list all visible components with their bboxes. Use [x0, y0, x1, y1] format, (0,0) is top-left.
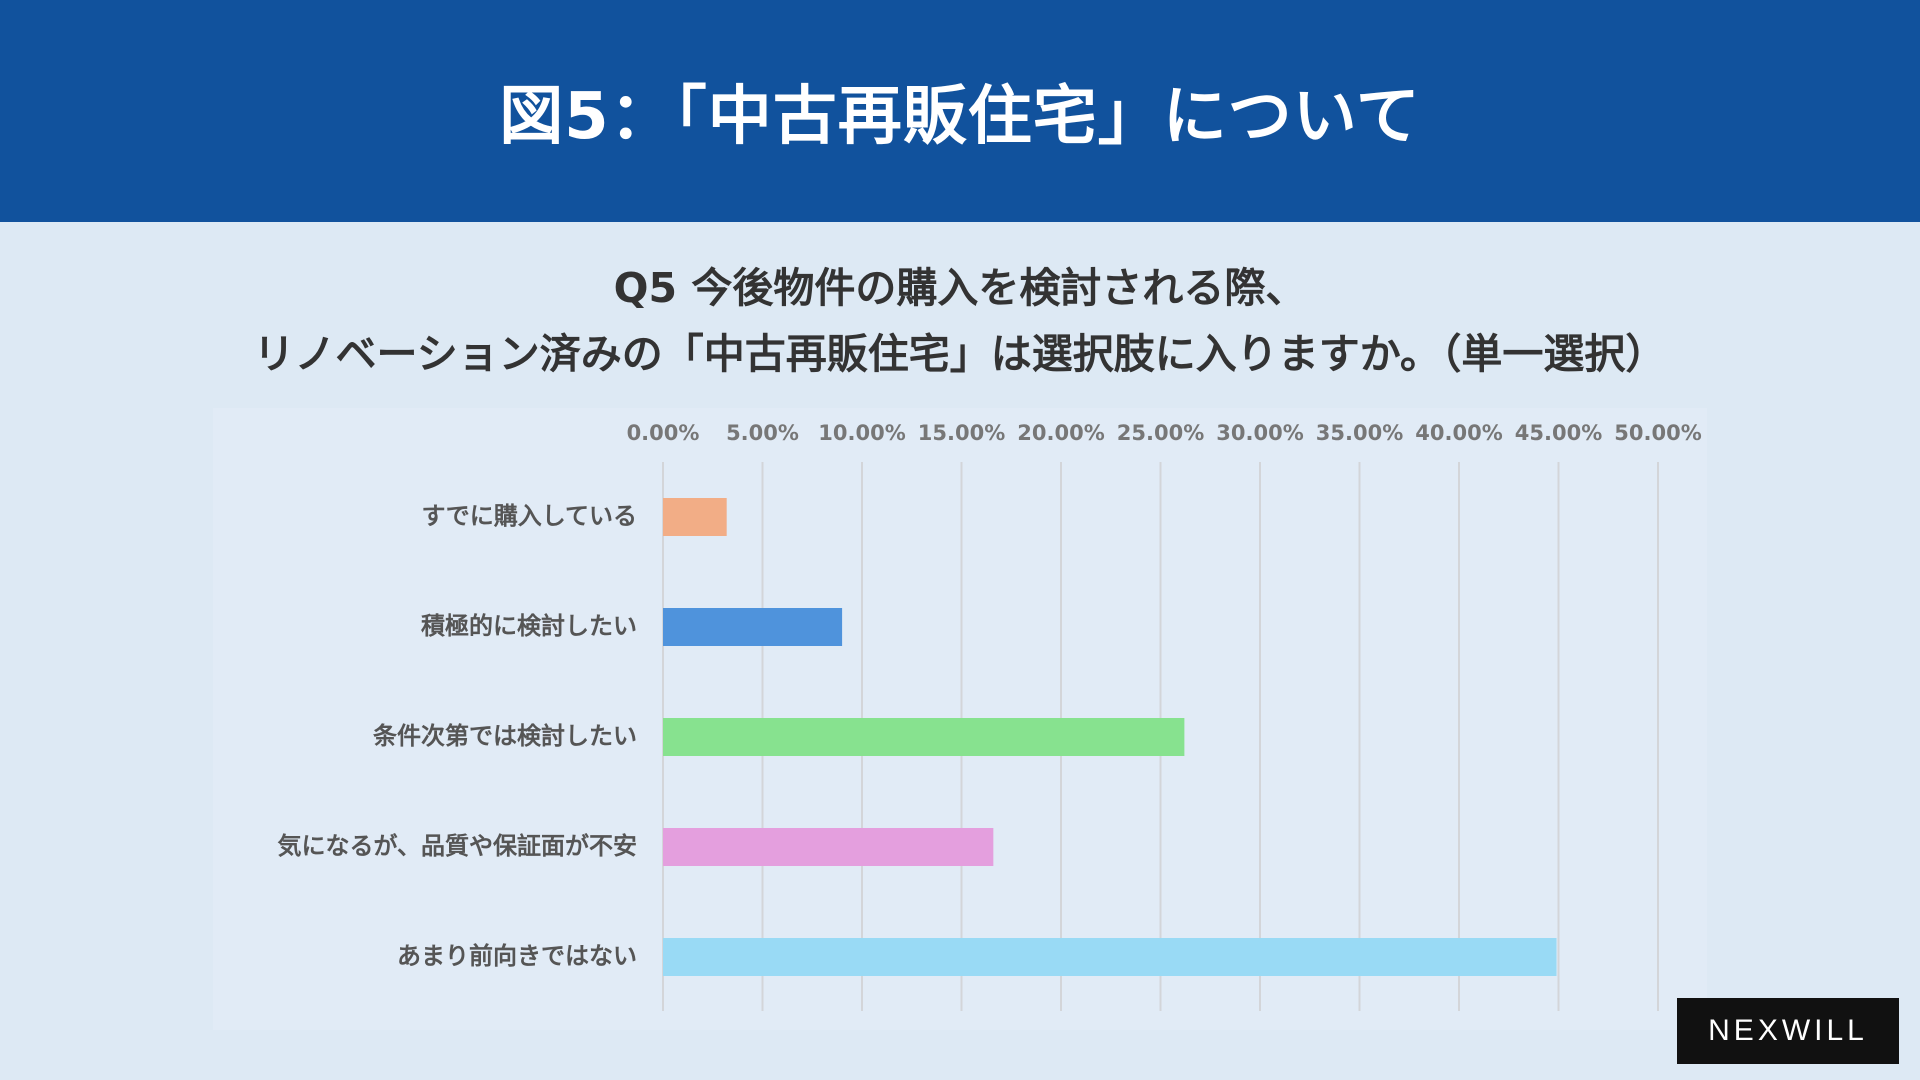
category-label: 積極的に検討したい: [421, 612, 637, 640]
category-label: 条件次第では検討したい: [373, 722, 637, 750]
x-tick-label: 5.00%: [726, 421, 799, 445]
page-title: 図5：「中古再販住宅」について: [499, 80, 1421, 154]
x-tick-label: 45.00%: [1515, 421, 1602, 445]
x-tick-label: 30.00%: [1216, 421, 1303, 445]
question-line-2: リノベーション済みの「中古再販住宅」は選択肢に入りますか。（単一選択）: [253, 330, 1667, 378]
bar: [663, 608, 843, 646]
bar: [663, 828, 994, 866]
bar: [663, 498, 727, 536]
chart-area: 0.00% 5.00% 10.00% 15.00% 20.00% 25.00% 30.00%…: [213, 408, 1707, 1030]
category-label: 気になるが、品質や保証面が不安: [277, 832, 637, 860]
x-tick-label: 25.00%: [1117, 421, 1204, 445]
bar: [663, 938, 1557, 976]
category-label: あまり前向きではない: [397, 942, 637, 970]
x-tick-label: 10.00%: [818, 421, 905, 445]
bar: [663, 718, 1185, 756]
brand-text: NEXWILL: [1708, 1014, 1868, 1047]
x-tick-label: 35.00%: [1316, 421, 1403, 445]
header-banner: 図5：「中古再販住宅」について: [0, 0, 1920, 222]
x-tick-label: 0.00%: [627, 421, 700, 445]
bar-chart: 0.00% 5.00% 10.00% 15.00% 20.00% 25.00% 30.00%…: [277, 421, 1702, 1011]
question-text: Q5 今後物件の購入を検討される際、 リノベーション済みの「中古再販住宅」は選択…: [0, 255, 1920, 387]
x-tick-label: 40.00%: [1415, 421, 1502, 445]
category-label: すでに購入している: [421, 502, 637, 530]
question-line-1: Q5 今後物件の購入を検討される際、: [613, 264, 1307, 312]
x-tick-label: 20.00%: [1017, 421, 1104, 445]
nexwill-logo: NEXWILL: [1677, 998, 1899, 1064]
x-tick-label: 50.00%: [1614, 421, 1701, 445]
x-tick-label: 15.00%: [918, 421, 1005, 445]
